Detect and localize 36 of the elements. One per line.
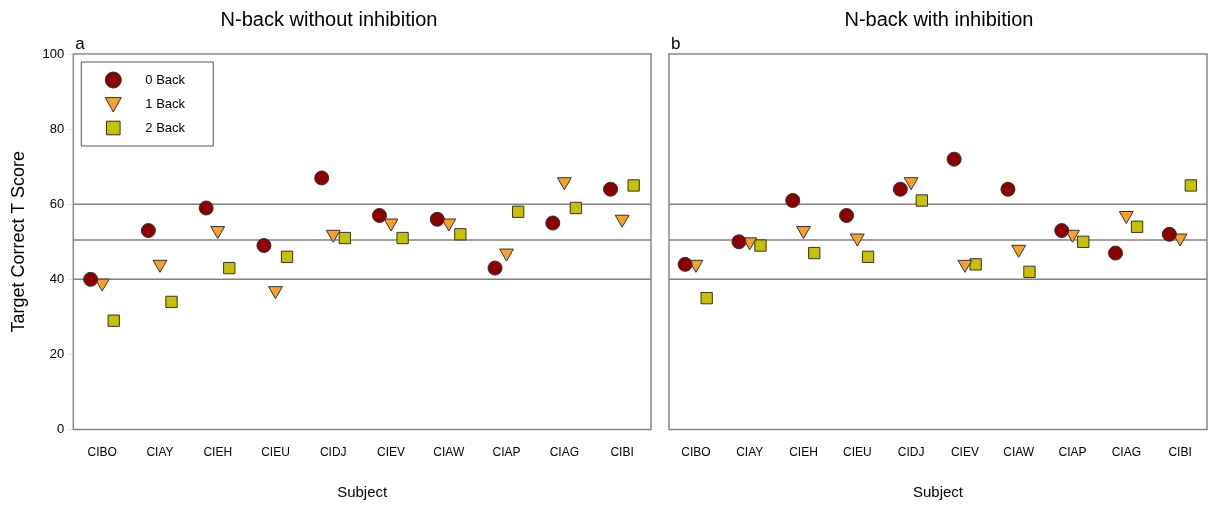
x-tick-label: CIEV [377,445,406,460]
x-tick-label: CIBI [1168,445,1192,460]
x-tick-label: CIAW [1003,445,1035,460]
x-tick-label: CIEH [203,445,233,460]
x-tick-label: CIAY [146,445,174,460]
text: a [75,34,86,54]
legend-label: 0 Back [145,71,186,87]
y-tick-label: 20 [49,346,65,362]
x-tick-label: CIBO [87,445,117,460]
x-tick-label: CIAY [736,445,764,460]
x-tick-label: CIDJ [319,445,347,460]
legend-label: 1 Back [145,95,186,111]
y-tick-label: 40 [49,270,65,286]
x-tick-label: CIDJ [897,445,925,460]
x-tick-label: CIEU [261,445,290,460]
x-tick-label: CIAP [492,445,521,460]
y-tick-label: 0 [57,421,65,437]
y-tick-label: 60 [49,195,65,211]
x-tick-label: CIBO [681,445,711,460]
y-axis-title: Target Correct T Score [7,151,28,333]
chart-title: N-back without inhibition [220,7,438,30]
x-tick-label: CIEV [950,445,979,460]
x-tick-label: CIAP [1058,445,1087,460]
x-tick-label: CIAG [1111,445,1141,460]
legend-label: 2 Back [145,119,186,135]
x-axis-title: Subject [337,483,388,501]
x-tick-label: CIEH [789,445,818,460]
x-tick-label: CIAW [433,445,465,460]
y-tick-label: 80 [49,120,65,136]
x-tick-label: CIEU [842,445,872,460]
text: b [671,34,681,54]
y-tick-label: 100 [42,45,65,61]
x-tick-label: CIBI [610,445,634,460]
x-tick-label: CIAG [549,445,580,460]
x-axis-title: Subject [912,483,964,501]
chart-title: N-back with inhibition [844,7,1034,30]
